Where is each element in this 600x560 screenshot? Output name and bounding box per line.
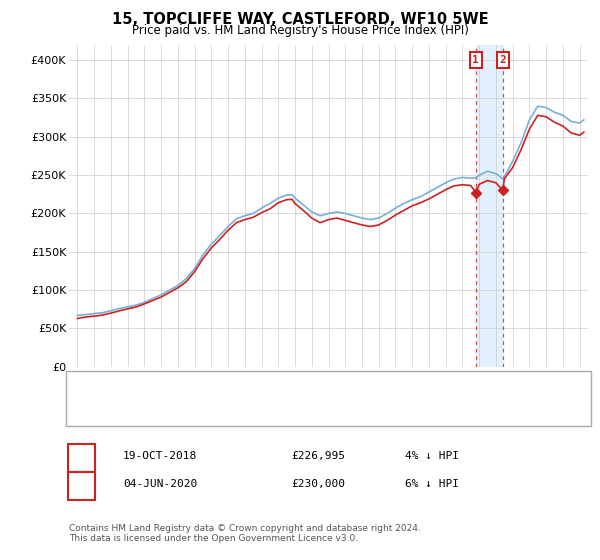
Text: HPI: Average price, detached house, Wakefield: HPI: Average price, detached house, Wake… — [120, 404, 401, 414]
Text: 6% ↓ HPI: 6% ↓ HPI — [405, 479, 459, 489]
Text: 2: 2 — [500, 55, 506, 65]
Text: 19-OCT-2018: 19-OCT-2018 — [123, 451, 197, 461]
Text: 15, TOPCLIFFE WAY, CASTLEFORD, WF10 5WE (detached house): 15, TOPCLIFFE WAY, CASTLEFORD, WF10 5WE … — [120, 383, 470, 393]
Text: Contains HM Land Registry data © Crown copyright and database right 2024.
This d: Contains HM Land Registry data © Crown c… — [69, 524, 421, 543]
Text: 04-JUN-2020: 04-JUN-2020 — [123, 479, 197, 489]
Text: 2: 2 — [78, 479, 85, 489]
Text: £230,000: £230,000 — [291, 479, 345, 489]
Text: 1: 1 — [472, 55, 479, 65]
Text: Price paid vs. HM Land Registry's House Price Index (HPI): Price paid vs. HM Land Registry's House … — [131, 24, 469, 36]
Text: 1: 1 — [78, 451, 85, 461]
Bar — [476, 45, 503, 367]
Text: £226,995: £226,995 — [291, 451, 345, 461]
Text: 15, TOPCLIFFE WAY, CASTLEFORD, WF10 5WE: 15, TOPCLIFFE WAY, CASTLEFORD, WF10 5WE — [112, 12, 488, 27]
Text: 4% ↓ HPI: 4% ↓ HPI — [405, 451, 459, 461]
